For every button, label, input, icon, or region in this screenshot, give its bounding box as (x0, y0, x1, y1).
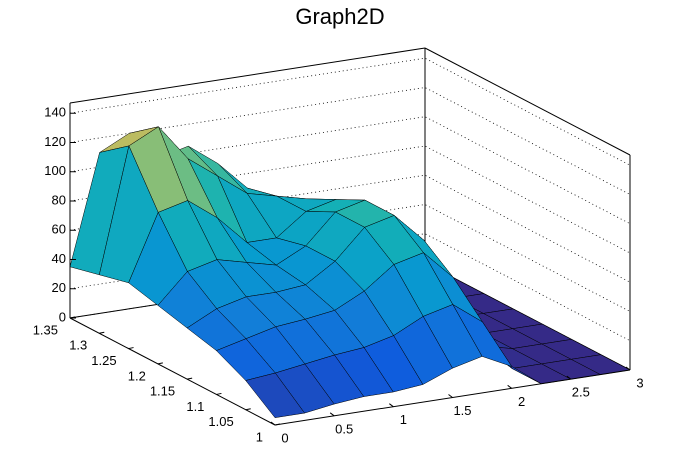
y-tick (99, 331, 105, 334)
y-tick-label: 1.25 (91, 353, 116, 368)
x-tick (507, 384, 512, 389)
x-tick-label: 2 (518, 394, 525, 409)
y-tick-label: 1.05 (208, 414, 233, 429)
box-edge (424, 47, 631, 156)
x-tick-label: 2.5 (572, 385, 590, 400)
y-tick (216, 392, 222, 395)
y-tick-label: 1.1 (186, 399, 204, 414)
x-tick-label: 1 (400, 412, 407, 427)
x-tick-label: 0 (281, 430, 288, 445)
z-tick-label: 140 (44, 105, 66, 120)
y-tick (274, 423, 281, 426)
z-tick-label: 120 (44, 134, 66, 149)
x-tick-label: 0.5 (335, 421, 353, 436)
y-tick-label: 1.35 (33, 322, 58, 337)
x-tick (270, 421, 276, 426)
x-tick (329, 412, 335, 417)
x-tick-label: 3 (636, 375, 643, 390)
box-edge (69, 317, 276, 426)
x-tick (566, 375, 572, 380)
x-tick (389, 403, 394, 408)
y-tick (187, 377, 193, 380)
y-tick-label: 1.2 (128, 368, 146, 383)
y-tick-label: 1 (256, 429, 263, 444)
y-tick (128, 347, 134, 350)
z-tick-label: 20 (52, 280, 66, 295)
z-tick-label: 100 (44, 163, 66, 178)
z-tick-label: 60 (52, 222, 66, 237)
y-tick-label: 1.15 (150, 384, 175, 399)
z-tick-label: 40 (52, 251, 66, 266)
x-tick-label: 1.5 (453, 403, 471, 418)
chart-title: Graph2D (295, 4, 384, 29)
x-tick (448, 394, 453, 398)
y-tick (245, 408, 251, 411)
y-tick (157, 362, 163, 365)
box-edge (69, 47, 426, 104)
surface-cell (245, 372, 306, 418)
z-tick-label: 0 (59, 309, 66, 324)
z-tick-label: 80 (52, 192, 66, 207)
x-tick (625, 366, 631, 371)
y-tick-label: 1.3 (69, 338, 87, 353)
